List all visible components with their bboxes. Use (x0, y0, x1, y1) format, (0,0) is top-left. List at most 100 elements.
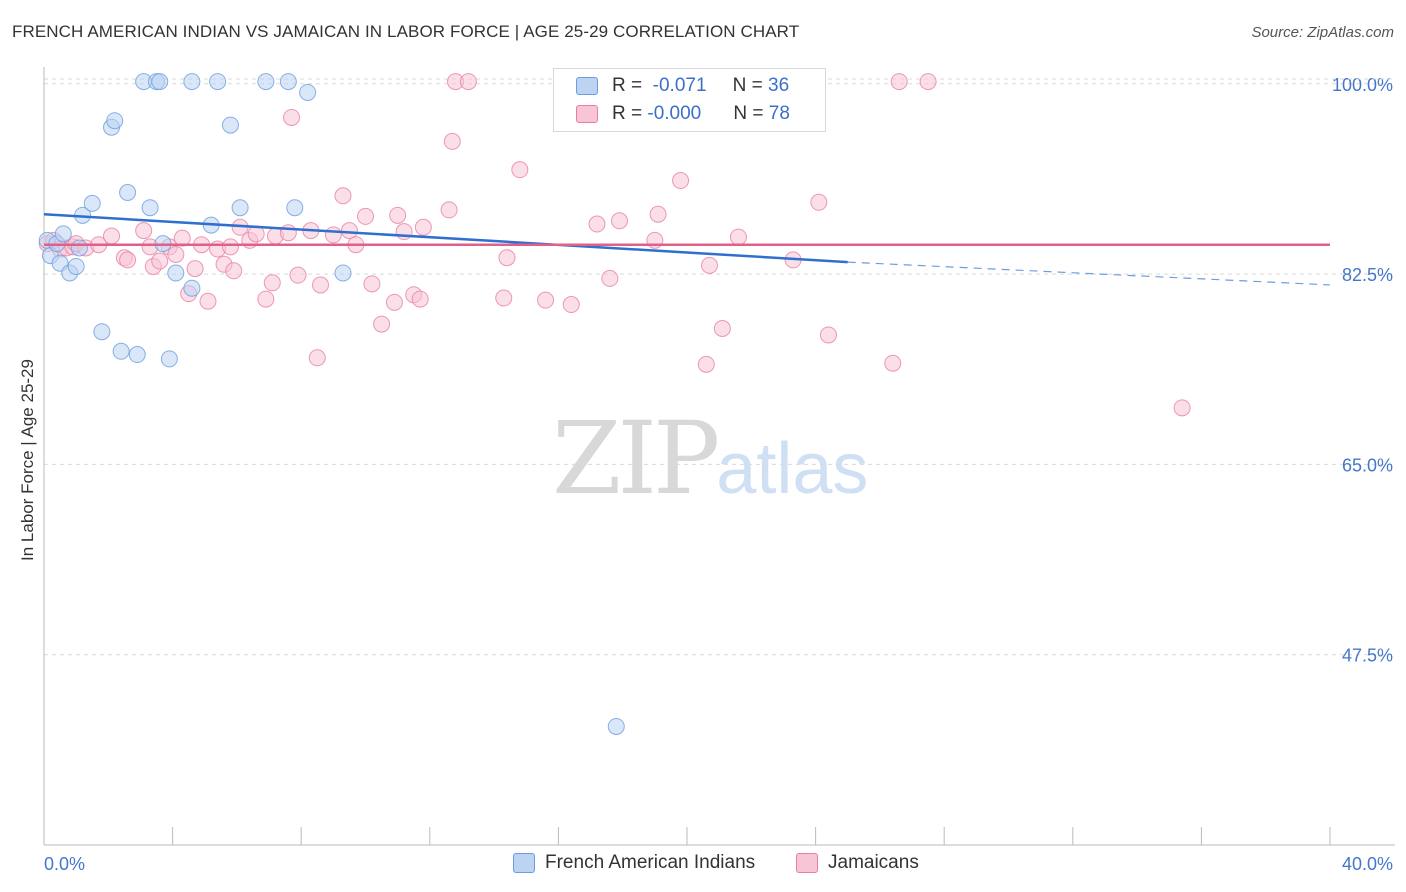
legend-swatch-blue (576, 77, 598, 95)
jamaican-point (151, 252, 169, 270)
correlation-legend: R = -0.071 N = 36 R = -0.000 N = 78 (553, 68, 826, 132)
legend-r-label: R = (612, 75, 653, 96)
jamaican-point (363, 275, 381, 293)
legend-r-value: -0.071 (652, 75, 707, 96)
jamaican-point (495, 289, 513, 307)
jamaican-point (890, 73, 908, 91)
jamaican-point (186, 260, 204, 278)
jamaican-point (311, 276, 329, 294)
jamaican-point (511, 161, 529, 179)
jamaican-point (199, 292, 217, 310)
jamaican-point (385, 293, 403, 311)
jamaican-point (289, 266, 307, 284)
french-american-indian-point (141, 199, 159, 217)
jamaican-point (334, 187, 352, 205)
jamaican-point (810, 193, 828, 211)
y-tick-label: 65.0% (1342, 455, 1393, 475)
french-american-indian-point (112, 342, 130, 360)
jamaican-point (103, 227, 121, 245)
jamaican-point (411, 290, 429, 308)
legend-label: Jamaicans (828, 852, 919, 873)
jamaican-point (221, 238, 239, 256)
french-american-indian-point (93, 323, 111, 341)
jamaican-point (414, 218, 432, 236)
jamaican-point (1173, 399, 1191, 417)
jamaican-point (537, 291, 555, 309)
french-american-indian-point (286, 199, 304, 217)
french-american-indian-point (231, 199, 249, 217)
legend-label: French American Indians (545, 852, 756, 873)
jamaican-point (919, 73, 937, 91)
french-american-indian-point (54, 225, 72, 243)
jamaican-point (729, 228, 747, 246)
french-american-indian-point (128, 346, 146, 364)
jamaican-point (713, 319, 731, 337)
jamaican-point (646, 231, 664, 249)
jamaican-point (257, 290, 275, 308)
jamaican-point (601, 269, 619, 287)
french-american-indian-point (299, 83, 317, 101)
french-american-indian-trendline-extension (847, 261, 1331, 286)
legend-row-jamaicans: R = -0.000 N = 78 (576, 103, 790, 125)
french-american-indian-point (221, 116, 239, 134)
french-american-indian-point (183, 279, 201, 297)
french-american-indian-point (209, 73, 227, 91)
french-american-indian-point (160, 350, 178, 368)
y-axis-label: In Labor Force | Age 25-29 (18, 359, 37, 561)
jamaican-point (498, 249, 516, 267)
french-american-indian-point (334, 264, 352, 282)
jamaican-point (279, 224, 297, 242)
jamaican-point (588, 215, 606, 233)
legend-r-label: R = (612, 103, 648, 124)
jamaican-point (340, 222, 358, 240)
french-american-indian-point (70, 239, 88, 257)
legend-item-french-american-indians[interactable]: French American Indians (513, 852, 755, 874)
french-american-indian-point (183, 73, 201, 91)
jamaican-point (357, 207, 374, 225)
jamaican-point (701, 256, 719, 274)
jamaican-point (389, 206, 407, 224)
y-tick-label: 47.5% (1342, 646, 1393, 666)
jamaican-point (697, 355, 715, 373)
y-tick-label: 100.0% (1332, 75, 1393, 95)
french-american-indian-point (257, 73, 275, 91)
jamaican-point (884, 354, 902, 372)
legend-swatch-pink (796, 853, 818, 873)
jamaican-point (649, 205, 667, 223)
legend-r-value: -0.000 (647, 103, 702, 124)
jamaican-point (610, 212, 628, 230)
french-american-indian-point (83, 194, 101, 212)
jamaican-point (562, 296, 580, 314)
watermark-atlas: atlas (716, 429, 869, 509)
legend-row-french-american-indians: R = -0.071 N = 36 (576, 75, 789, 97)
jamaican-point (819, 326, 837, 344)
x-tick-label: 0.0% (44, 854, 85, 874)
jamaican-point (225, 262, 243, 280)
jamaican-point (173, 229, 191, 247)
french-american-indian-point (167, 264, 185, 282)
jamaican-point (459, 73, 477, 91)
french-american-indian-point (106, 112, 124, 130)
y-tick-label: 82.5% (1342, 265, 1393, 285)
jamaican-point (373, 315, 391, 333)
legend-n-value: 36 (768, 75, 790, 96)
watermark-zip: ZIP (552, 400, 720, 517)
jamaican-point (283, 108, 301, 126)
french-american-indian-point (67, 257, 85, 275)
legend-swatch-blue (513, 853, 535, 873)
french-american-indian-trendline (43, 213, 848, 264)
legend-n-value: 78 (768, 103, 790, 124)
jamaican-point (440, 201, 458, 219)
french-american-indian-point (119, 184, 137, 201)
chart-source: Source: ZipAtlas.com (1251, 24, 1394, 41)
jamaican-point (443, 132, 461, 150)
legend-n-label: N = (732, 75, 769, 96)
jamaican-point (167, 245, 185, 263)
jamaican-point (263, 274, 281, 292)
jamaican-point (672, 172, 690, 190)
chart-title: FRENCH AMERICAN INDIAN VS JAMAICAN IN LA… (12, 22, 800, 41)
legend-item-jamaicans[interactable]: Jamaicans (796, 852, 919, 874)
french-american-indian-point (279, 73, 297, 91)
jamaican-point (324, 226, 342, 244)
